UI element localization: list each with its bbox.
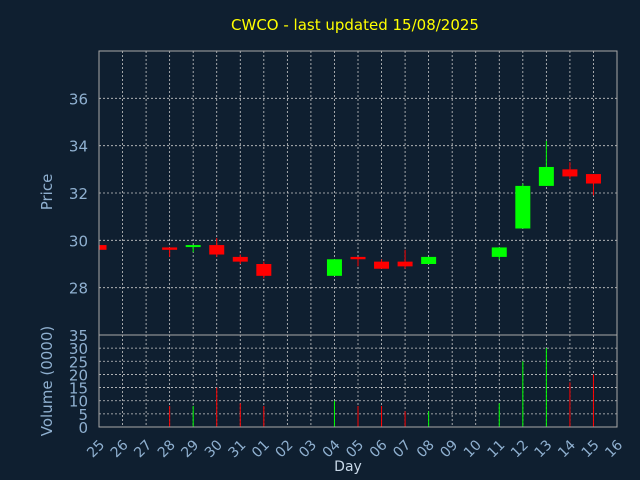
- volume-axis-label: Volume (0000): [38, 326, 56, 436]
- price-tick-label: 34: [69, 138, 88, 156]
- x-tick-label: 06: [367, 437, 391, 461]
- candle-body: [538, 166, 554, 186]
- candle-body: [326, 259, 342, 276]
- candle-body: [585, 174, 601, 184]
- candle-body: [515, 185, 531, 229]
- x-tick-label: 01: [249, 437, 273, 461]
- x-tick-label: 02: [273, 437, 297, 461]
- x-tick-label: 26: [108, 437, 132, 461]
- price-tick-labels: 28 30 32 34 36: [69, 90, 88, 297]
- x-tick-label: 14: [555, 437, 579, 461]
- volume-tick-label: 0: [78, 419, 88, 437]
- volume-tick-label: 25: [69, 353, 88, 371]
- candle-body: [99, 245, 107, 250]
- x-tick-label: 16: [602, 437, 626, 461]
- candle-body: [374, 261, 390, 269]
- x-tick-label: 25: [84, 437, 108, 461]
- x-tick-label: 04: [320, 437, 344, 461]
- x-tick-label: 15: [579, 437, 603, 461]
- candle-body: [162, 247, 178, 250]
- candle-body: [209, 245, 225, 255]
- price-tick-label: 28: [69, 280, 88, 298]
- x-tick-label: 08: [414, 437, 438, 461]
- candle-body: [397, 261, 413, 267]
- x-tick-label: 07: [390, 437, 414, 461]
- volume-tick-label: 30: [69, 340, 88, 358]
- price-tick-label: 36: [69, 90, 88, 108]
- candle-body: [491, 247, 507, 257]
- volume-tick-label: 35: [69, 327, 88, 345]
- x-tick-label: 05: [343, 437, 367, 461]
- volume-tick-label: 10: [69, 393, 88, 411]
- volume-tick-label: 15: [69, 380, 88, 398]
- x-tick-label: 29: [178, 437, 202, 461]
- x-tick-label: 13: [532, 437, 556, 461]
- chart-title: CWCO - last updated 15/08/2025: [231, 16, 479, 34]
- volume-tick-label: 20: [69, 366, 88, 384]
- price-panel: 28 30 32 34 36: [69, 50, 618, 336]
- price-tick-label: 30: [69, 232, 88, 250]
- price-axis-label: Price: [38, 174, 56, 211]
- x-tick-label: 03: [296, 437, 320, 461]
- volume-tick-label: 5: [78, 406, 88, 424]
- candle-body: [256, 264, 272, 276]
- x-tick-label: 12: [508, 437, 532, 461]
- candle-body: [350, 256, 366, 260]
- volume-frame: [98, 334, 618, 428]
- x-tick-labels: 25 26 27 28 29 30 31 01 02 03 04 05 06 07 08 09 10 11 12 13…: [84, 437, 626, 461]
- price-grid: [99, 51, 617, 335]
- x-tick-label: 31: [225, 437, 249, 461]
- x-tick-label: 30: [202, 437, 226, 461]
- volume-bars: [169, 348, 594, 427]
- x-tick-label: 09: [437, 437, 461, 461]
- candle-body: [232, 256, 248, 262]
- x-tick-label: 10: [461, 437, 485, 461]
- candle-body: [421, 256, 437, 264]
- x-tick-label: 27: [131, 437, 155, 461]
- x-axis-label: Day: [334, 459, 362, 475]
- candle-body: [562, 169, 578, 177]
- x-tick-label: 28: [155, 437, 179, 461]
- candle-body: [185, 245, 201, 248]
- price-tick-label: 32: [69, 185, 88, 203]
- x-tick-label: 11: [484, 437, 508, 461]
- price-candles: [98, 140, 601, 279]
